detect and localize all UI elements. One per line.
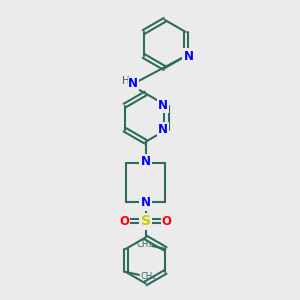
Text: N: N — [141, 196, 151, 209]
Text: N: N — [141, 155, 151, 168]
Text: N: N — [184, 50, 194, 63]
Text: N: N — [158, 99, 168, 112]
Text: CH₃: CH₃ — [136, 240, 152, 249]
Text: S: S — [141, 214, 151, 228]
Text: O: O — [119, 215, 129, 228]
Text: O: O — [162, 215, 172, 228]
Text: H: H — [122, 76, 129, 86]
Text: N: N — [128, 77, 138, 90]
Text: CH₃: CH₃ — [140, 272, 155, 281]
Text: N: N — [158, 123, 168, 136]
